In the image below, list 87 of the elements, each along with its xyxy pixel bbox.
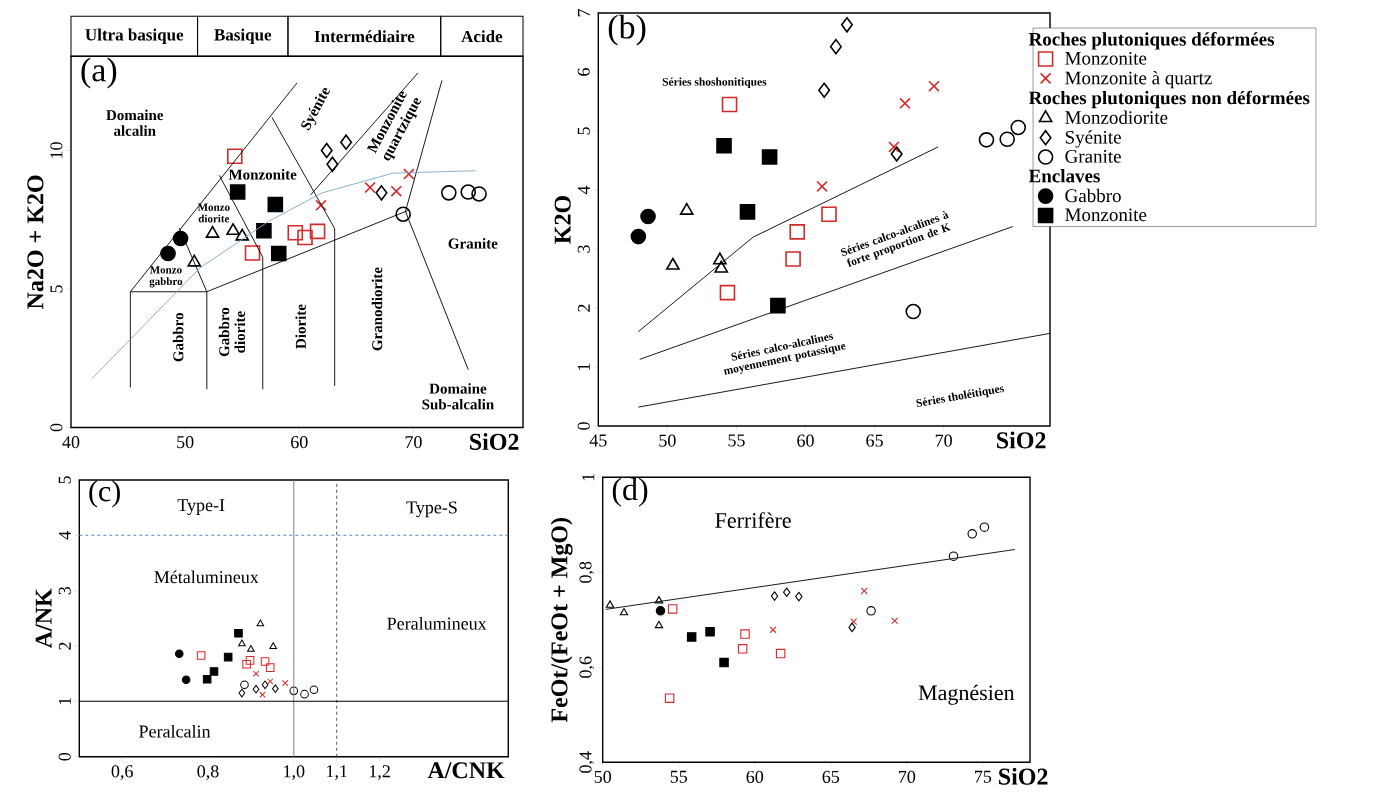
chart-title: (d) bbox=[612, 477, 648, 507]
legend-label: Syénite bbox=[1065, 130, 1121, 148]
text: Intermédiaire bbox=[314, 30, 415, 43]
x-tick-label: 45 bbox=[589, 434, 607, 447]
annotation: Magnésien bbox=[918, 684, 1015, 705]
annotation: Gabbro diorite bbox=[218, 307, 246, 357]
y-axis-title: FeOt/(FeOt + MgO) bbox=[550, 518, 573, 723]
text: Ultra basique bbox=[85, 28, 184, 45]
y-tick-label: 1 bbox=[577, 363, 590, 370]
x-tick-label: 60 bbox=[746, 770, 764, 783]
y-tick-label: 0,8 bbox=[579, 561, 595, 583]
x-tick-label: 70 bbox=[935, 434, 952, 447]
x-tick-label: 50 bbox=[177, 436, 194, 449]
y-tick-label: 0 bbox=[58, 752, 71, 761]
annotation: Type-I bbox=[177, 499, 225, 515]
y-tick-label: 6 bbox=[577, 68, 590, 76]
x-tick-label: 55 bbox=[728, 434, 745, 447]
annotation: Type-S bbox=[406, 501, 457, 518]
annotation: Roches plutoniques déformées bbox=[1028, 32, 1275, 50]
text: Basique bbox=[214, 28, 272, 45]
y-axis-title: Na2O + K2O bbox=[27, 175, 44, 309]
legend-label: Monzonite bbox=[1065, 208, 1147, 222]
annotation: Monzo gabbro bbox=[149, 266, 183, 288]
x-tick-label: 55 bbox=[670, 770, 688, 783]
annotation: Domaine Sub-alcalin bbox=[422, 383, 494, 410]
annotation: Peralcalin bbox=[139, 724, 211, 738]
annotation: Gabbro bbox=[172, 312, 184, 362]
legend-label: Monzodiorite bbox=[1065, 110, 1168, 124]
y-tick-label: 5 bbox=[577, 127, 590, 135]
annotation: Métalumineux bbox=[154, 570, 259, 584]
annotation: Séries tholéitiques bbox=[916, 386, 1004, 407]
annotation: Enclaves bbox=[1028, 169, 1100, 183]
y-tick-label: 1 bbox=[582, 473, 595, 481]
x-axis-title: SiO2 bbox=[997, 431, 1046, 449]
annotation: Monzo diorite bbox=[197, 203, 230, 223]
y-axis-title: A/NK bbox=[35, 588, 52, 649]
y-tick-label: 4 bbox=[577, 185, 590, 195]
y-tick-label: 5 bbox=[58, 476, 71, 484]
x-tick-label: 65 bbox=[866, 434, 883, 447]
x-tick-label: 60 bbox=[291, 436, 308, 449]
x-tick-label: 1,0 bbox=[284, 765, 305, 780]
x-tick-label: 50 bbox=[594, 770, 612, 783]
annotation: Ferrifère bbox=[715, 512, 791, 528]
annotation: Séries shoshonitiques bbox=[662, 77, 767, 89]
y-tick-label: 2 bbox=[58, 642, 71, 650]
y-tick-label: 10 bbox=[50, 142, 63, 158]
y-tick-label: 4 bbox=[58, 531, 71, 540]
y-tick-label: 2 bbox=[577, 304, 590, 312]
annotation: Peralumineux bbox=[387, 616, 487, 630]
y-tick-label: 7 bbox=[577, 9, 590, 17]
y-tick-label: 0,6 bbox=[579, 656, 595, 678]
annotation: Granite bbox=[448, 238, 498, 249]
y-tick-label: 5 bbox=[50, 285, 63, 293]
y-tick-label: 3 bbox=[58, 586, 71, 595]
x-tick-label: 70 bbox=[405, 436, 422, 449]
y-tick-label: 0 bbox=[577, 422, 590, 430]
annotation: Granodiorite bbox=[371, 267, 383, 351]
x-tick-label: 60 bbox=[797, 434, 814, 447]
annotation: Monzonite bbox=[228, 169, 297, 180]
x-tick-label: 1,2 bbox=[369, 765, 390, 780]
chart-title: (c) bbox=[89, 480, 120, 508]
x-axis-title: SiO2 bbox=[999, 767, 1048, 785]
text: Acide bbox=[461, 30, 503, 43]
y-axis-title: K2O bbox=[554, 196, 571, 244]
x-axis-title: SiO2 bbox=[470, 433, 519, 450]
annotation: Diorite bbox=[295, 304, 306, 349]
x-tick-label: 50 bbox=[659, 434, 676, 447]
y-tick-label: 0 bbox=[50, 423, 63, 432]
y-tick-label: 3 bbox=[577, 245, 590, 253]
annotation: Roches plutoniques non déformées bbox=[1028, 90, 1310, 109]
y-tick-label: 0,4 bbox=[579, 751, 595, 773]
y-tick-label: 1 bbox=[58, 697, 71, 705]
legend-label: Granite bbox=[1065, 150, 1121, 163]
x-tick-label: 0,6 bbox=[111, 765, 133, 780]
x-tick-label: 70 bbox=[899, 770, 916, 783]
x-tick-label: 1,1 bbox=[327, 765, 347, 780]
chart-title: (a) bbox=[81, 57, 117, 89]
x-tick-label: 0,8 bbox=[197, 765, 219, 780]
x-tick-label: 65 bbox=[822, 770, 840, 783]
chart-title: (b) bbox=[608, 14, 646, 46]
x-axis-title: A/CNK bbox=[427, 762, 505, 779]
x-tick-label: 40 bbox=[62, 436, 80, 449]
legend-label: Monzonite bbox=[1065, 51, 1147, 65]
legend-label: Monzonite à quartz bbox=[1065, 71, 1212, 89]
legend-label: Gabbro bbox=[1065, 188, 1121, 203]
x-tick-label: 75 bbox=[975, 770, 992, 783]
annotation: Domaine alcalin bbox=[106, 109, 164, 136]
